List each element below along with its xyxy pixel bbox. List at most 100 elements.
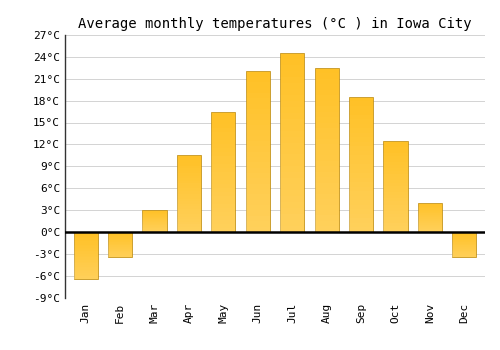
Bar xyxy=(280,184,304,190)
Bar xyxy=(108,248,132,249)
Bar xyxy=(246,135,270,141)
Bar xyxy=(349,228,373,232)
Bar xyxy=(314,194,338,199)
Bar xyxy=(349,97,373,232)
Bar xyxy=(74,274,98,276)
Bar xyxy=(74,233,98,235)
Bar xyxy=(142,210,167,232)
Bar xyxy=(246,98,270,104)
Bar xyxy=(418,208,442,209)
Bar xyxy=(452,249,476,250)
Bar xyxy=(418,216,442,217)
Bar xyxy=(177,176,201,178)
Bar xyxy=(142,220,167,221)
Bar xyxy=(177,181,201,183)
Bar xyxy=(452,250,476,251)
Bar xyxy=(142,215,167,216)
Bar xyxy=(212,196,236,200)
Bar xyxy=(108,255,132,256)
Bar xyxy=(418,227,442,228)
Bar xyxy=(418,226,442,227)
Bar xyxy=(314,68,338,73)
Bar xyxy=(314,210,338,216)
Bar xyxy=(452,240,476,241)
Bar xyxy=(177,229,201,232)
Bar xyxy=(280,154,304,160)
Bar xyxy=(384,223,407,226)
Bar xyxy=(142,218,167,219)
Bar xyxy=(452,241,476,242)
Bar xyxy=(142,211,167,212)
Bar xyxy=(349,223,373,228)
Bar xyxy=(108,239,132,240)
Bar xyxy=(177,217,201,219)
Bar xyxy=(212,116,236,120)
Bar xyxy=(246,82,270,88)
Bar xyxy=(280,71,304,77)
Bar xyxy=(74,243,98,245)
Bar xyxy=(452,243,476,244)
Bar xyxy=(384,177,407,180)
Bar xyxy=(246,205,270,210)
Bar xyxy=(452,255,476,256)
Bar xyxy=(349,164,373,169)
Bar xyxy=(452,232,476,257)
Bar xyxy=(177,163,201,166)
Bar xyxy=(280,95,304,101)
Bar xyxy=(177,194,201,196)
Bar xyxy=(418,218,442,219)
Bar xyxy=(177,199,201,201)
Bar xyxy=(177,158,201,160)
Bar xyxy=(384,202,407,204)
Bar xyxy=(177,178,201,181)
Bar xyxy=(349,128,373,133)
Bar xyxy=(246,184,270,189)
Bar xyxy=(74,246,98,248)
Bar xyxy=(418,203,442,232)
Bar xyxy=(246,162,270,168)
Bar xyxy=(384,214,407,217)
Bar xyxy=(384,168,407,171)
Bar xyxy=(384,186,407,189)
Bar xyxy=(280,136,304,142)
Bar xyxy=(74,257,98,259)
Bar xyxy=(314,161,338,166)
Bar xyxy=(452,238,476,239)
Bar xyxy=(74,248,98,249)
Bar xyxy=(280,208,304,214)
Bar xyxy=(212,172,236,176)
Bar xyxy=(74,270,98,271)
Bar xyxy=(212,200,236,204)
Bar xyxy=(108,251,132,252)
Bar xyxy=(452,254,476,255)
Bar xyxy=(314,106,338,112)
Bar xyxy=(280,202,304,208)
Bar xyxy=(212,224,236,228)
Bar xyxy=(314,172,338,177)
Bar xyxy=(74,259,98,260)
Bar xyxy=(384,226,407,229)
Bar xyxy=(74,273,98,274)
Bar xyxy=(418,215,442,216)
Bar xyxy=(452,251,476,252)
Bar xyxy=(314,150,338,155)
Bar xyxy=(74,254,98,256)
Bar xyxy=(212,212,236,216)
Bar xyxy=(314,95,338,101)
Bar xyxy=(280,101,304,107)
Bar xyxy=(108,235,132,236)
Bar xyxy=(314,177,338,183)
Bar xyxy=(108,254,132,255)
Bar xyxy=(212,135,236,140)
Bar xyxy=(177,166,201,168)
Bar xyxy=(212,128,236,132)
Bar xyxy=(384,171,407,174)
Bar xyxy=(349,142,373,146)
Bar xyxy=(349,97,373,101)
Bar xyxy=(452,248,476,249)
Bar xyxy=(246,168,270,173)
Bar xyxy=(280,160,304,166)
Bar xyxy=(349,115,373,119)
Bar xyxy=(452,235,476,236)
Bar xyxy=(108,252,132,253)
